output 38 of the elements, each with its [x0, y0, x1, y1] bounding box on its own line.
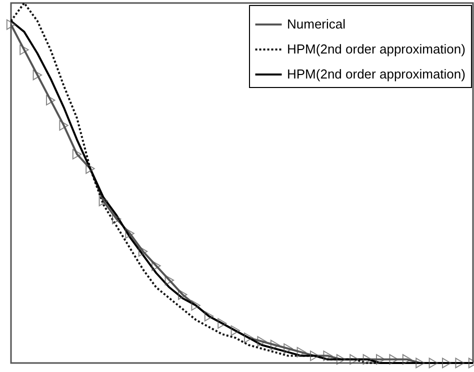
- point: [336, 354, 346, 365]
- point: [46, 94, 56, 106]
- point: [218, 318, 227, 329]
- point: [284, 343, 293, 354]
- point: [389, 354, 398, 365]
- legend-label: HPM(2nd order approximation): [287, 66, 466, 82]
- legend-label: Numerical: [287, 16, 346, 32]
- point: [376, 354, 386, 365]
- point: [98, 196, 108, 206]
- point: [112, 214, 122, 224]
- point: [164, 274, 174, 286]
- point: [86, 163, 95, 174]
- point: [428, 358, 438, 368]
- point: [191, 300, 200, 311]
- point: [442, 358, 452, 368]
- point: [402, 354, 412, 365]
- point: [178, 289, 188, 300]
- point: [455, 358, 464, 368]
- point: [244, 332, 254, 344]
- point: [257, 336, 266, 347]
- point: [20, 44, 29, 56]
- point: [296, 346, 306, 358]
- point: [32, 70, 42, 80]
- point: [416, 358, 425, 368]
- point: [138, 246, 148, 257]
- point: [125, 228, 134, 239]
- point: [362, 354, 372, 365]
- point: [72, 148, 82, 160]
- point: [270, 340, 280, 350]
- point: [6, 19, 16, 30]
- point: [59, 120, 68, 131]
- point: [152, 260, 161, 272]
- point: [230, 325, 240, 336]
- legend-label: HPM(2nd order approximation): [287, 42, 466, 56]
- point: [310, 350, 320, 362]
- point: [350, 354, 359, 365]
- point: [323, 350, 332, 362]
- point: [204, 310, 214, 322]
